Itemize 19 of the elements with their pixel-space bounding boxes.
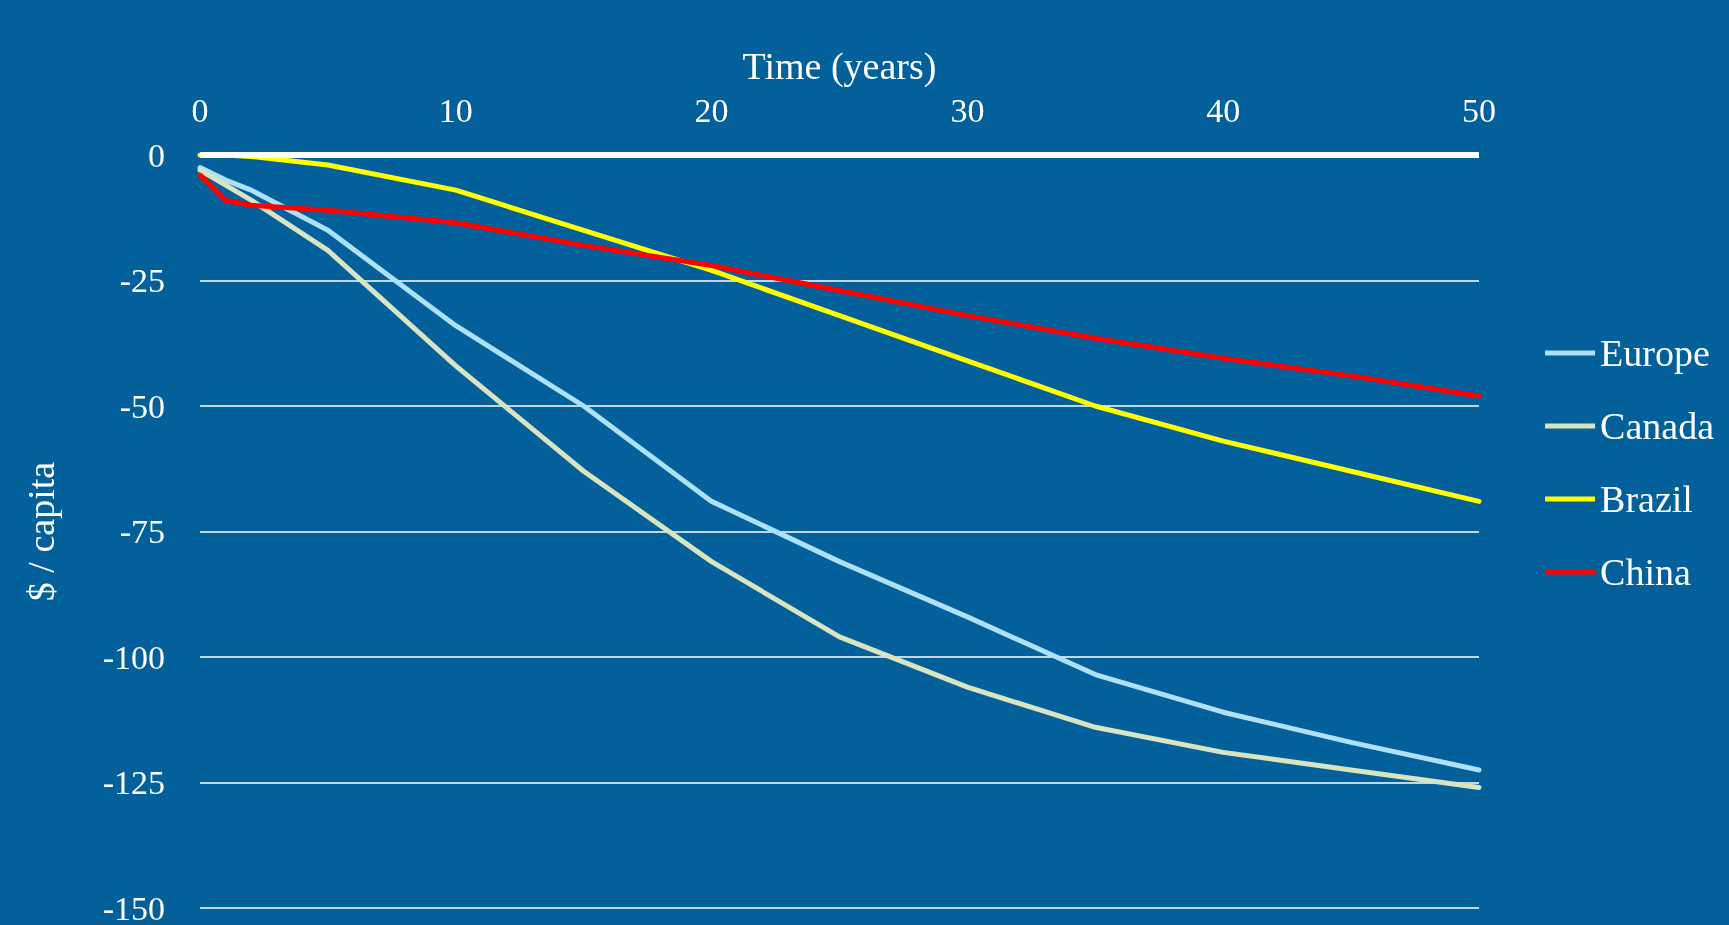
legend-label: Europe: [1600, 332, 1710, 374]
x-axis-title: Time (years): [742, 45, 937, 88]
y-tick-label: -100: [102, 638, 165, 676]
x-tick-label: 20: [694, 91, 729, 129]
legend-label: China: [1600, 551, 1691, 593]
y-tick-label: -125: [102, 764, 165, 801]
x-tick-label: 0: [191, 91, 209, 129]
x-tick-label: 40: [1206, 91, 1241, 129]
y-tick-label: -75: [119, 513, 165, 550]
y-tick-label: -25: [119, 262, 165, 299]
y-tick-label: -150: [102, 889, 165, 925]
x-tick-label: 30: [950, 91, 985, 129]
x-tick-label: 50: [1462, 91, 1496, 129]
y-tick-label: -50: [119, 387, 165, 425]
legend-label: Brazil: [1600, 478, 1693, 520]
legend-label: Canada: [1600, 405, 1715, 447]
x-tick-label: 10: [438, 91, 473, 129]
y-tick-label: 0: [148, 136, 165, 174]
y-axis-title: $ / capita: [20, 461, 62, 602]
